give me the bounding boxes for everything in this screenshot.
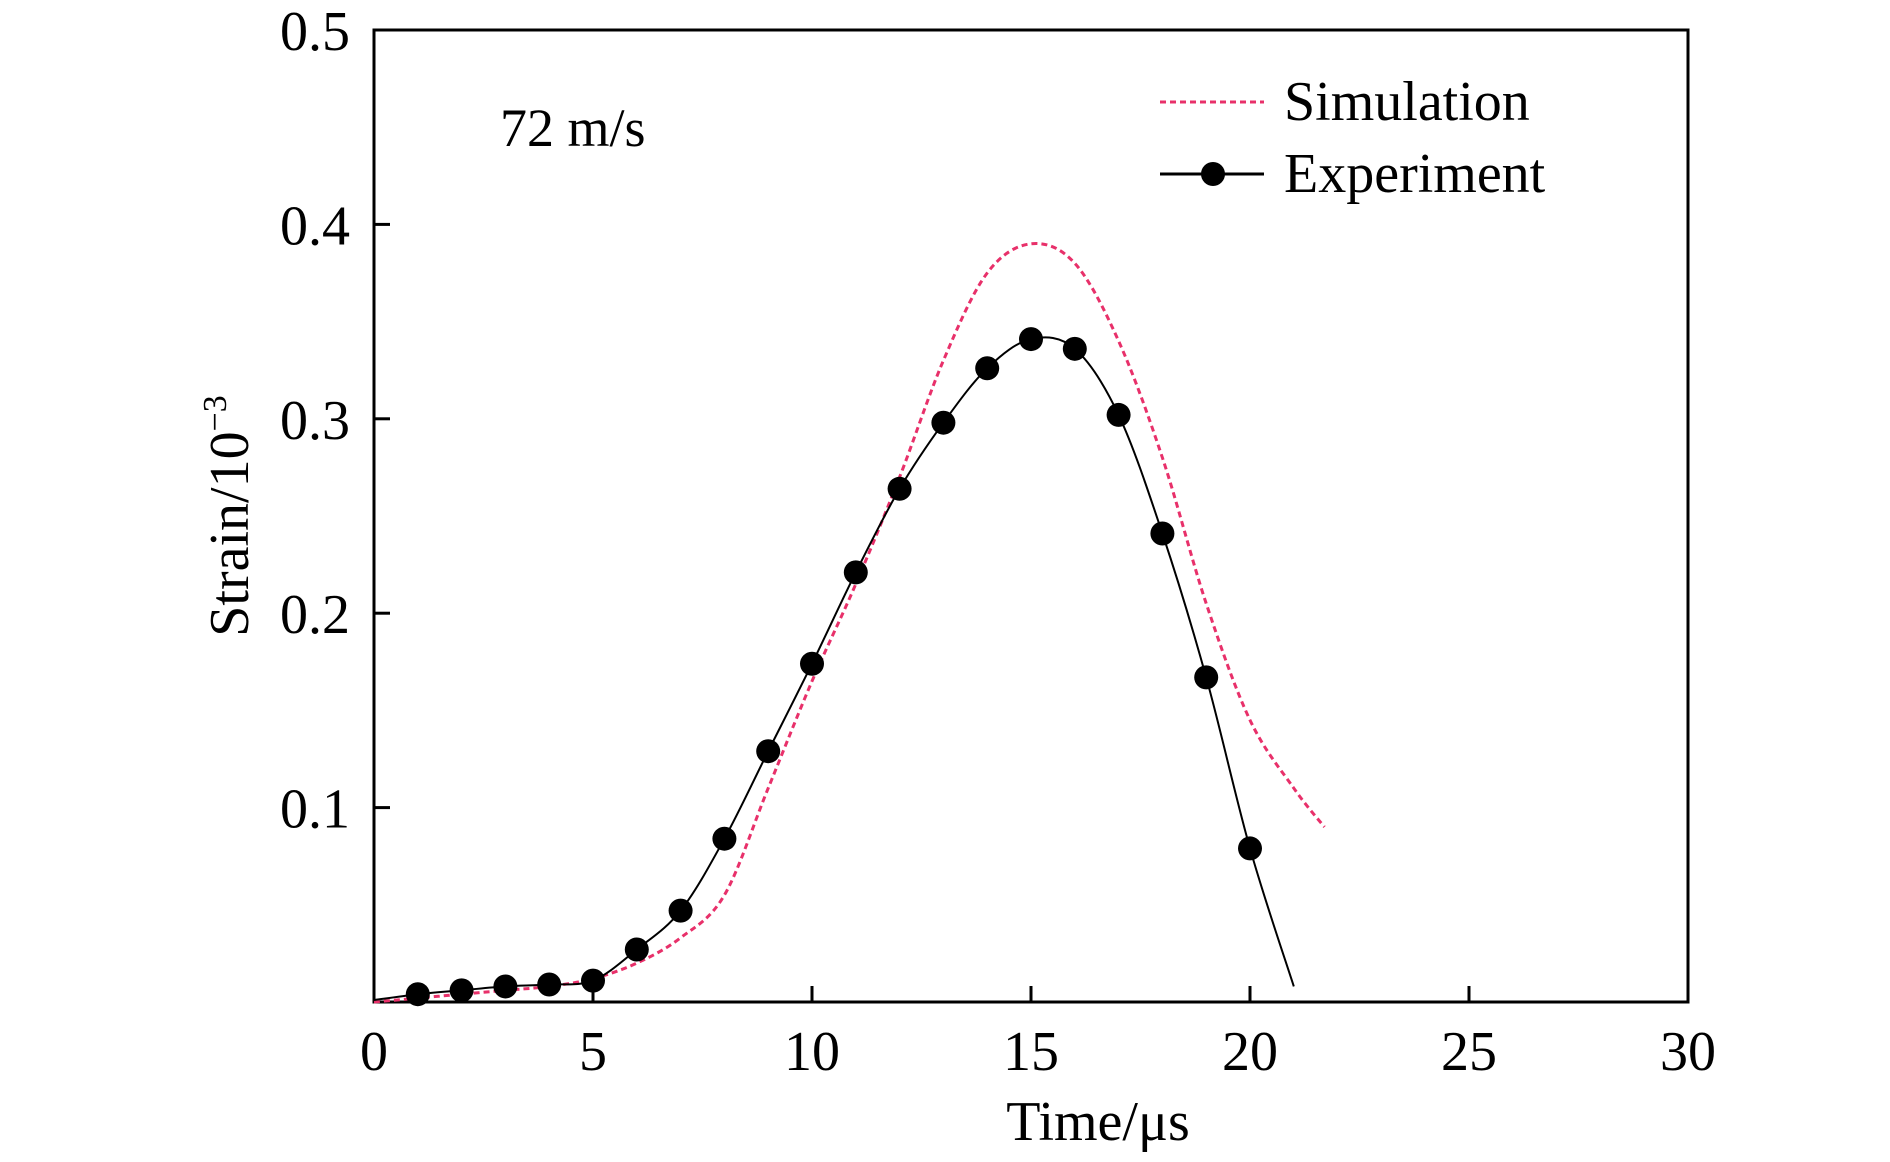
legend-simulation-label: Simulation: [1284, 71, 1530, 133]
y-axis-title-main: Strain/10: [199, 431, 261, 636]
x-tick-label: 0: [360, 1021, 388, 1083]
experiment-data-point: [887, 476, 912, 501]
x-axis-title: Time/μs: [1006, 1091, 1190, 1153]
experiment-data-point: [712, 826, 737, 851]
legend-experiment-label: Experiment: [1284, 143, 1546, 205]
x-tick-label: 10: [784, 1021, 840, 1083]
x-tick-label: 30: [1660, 1021, 1716, 1083]
y-axis-title-group: Strain/10−3: [197, 395, 261, 637]
simulation-series-line: [373, 242, 1326, 1004]
y-tick-label: 0.1: [280, 779, 350, 841]
experiment-data-point: [931, 410, 956, 435]
x-tick-label: 20: [1222, 1021, 1278, 1083]
y-axis-title-superscript: −3: [197, 395, 234, 431]
x-tick-label: 25: [1441, 1021, 1497, 1083]
experiment-data-point: [756, 739, 781, 764]
experiment-data-point: [1194, 665, 1219, 690]
y-axis-title: Strain/10−3: [197, 395, 261, 637]
experiment-data-point: [1106, 402, 1131, 427]
y-tick-label: 0.3: [280, 390, 350, 452]
experiment-data-point: [537, 972, 562, 997]
y-tick-label: 0.5: [280, 1, 350, 63]
experiment-data-point: [843, 560, 868, 585]
experiment-data-point: [1019, 327, 1043, 352]
experiment-data-point: [800, 651, 824, 676]
experiment-data-point: [1150, 521, 1175, 546]
experiment-data-point: [581, 968, 605, 993]
series-layer: [373, 242, 1326, 1007]
y-tick-label: 0.4: [280, 195, 350, 257]
experiment-data-point: [405, 982, 430, 1007]
experiment-data-point: [1062, 336, 1087, 361]
legend-experiment-marker: [1201, 162, 1225, 186]
experiment-data-point: [1238, 836, 1262, 861]
experiment-data-point: [493, 974, 518, 999]
x-tick-label: 5: [579, 1021, 607, 1083]
y-axis: 0.1 0.2 0.3 0.4 0.5: [280, 1, 390, 841]
chart-annotation: 72 m/s: [500, 98, 646, 158]
x-axis: 0 5 10 15 20 25 30: [360, 986, 1716, 1083]
legend: Simulation Experiment: [1160, 71, 1546, 205]
x-tick-label: 15: [1003, 1021, 1059, 1083]
experiment-data-point: [975, 356, 1000, 381]
experiment-data-point: [624, 937, 649, 962]
experiment-data-point: [449, 978, 474, 1003]
experiment-data-point: [668, 898, 693, 923]
y-tick-label: 0.2: [280, 584, 350, 646]
